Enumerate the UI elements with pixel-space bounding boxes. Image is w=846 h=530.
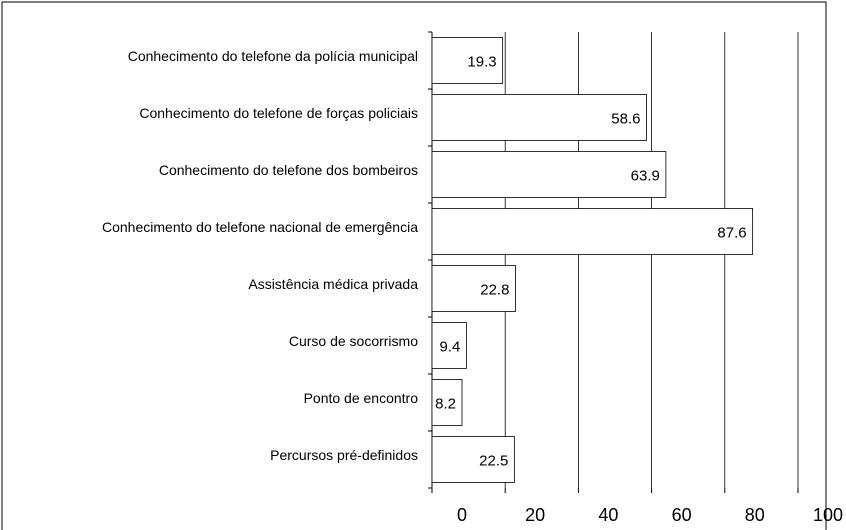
value-label: 58.6 xyxy=(611,110,640,127)
y-tick-label: Conhecimento do telefone nacional de eme… xyxy=(102,219,418,235)
y-tick-label: Conhecimento do telefone de forças polic… xyxy=(139,105,418,121)
value-label: 9.4 xyxy=(440,338,461,355)
x-tick-label: 80 xyxy=(745,505,765,525)
x-tick-label: 40 xyxy=(598,505,618,525)
x-tick-label: 60 xyxy=(672,505,692,525)
y-tick-label: Conhecimento do telefone da polícia muni… xyxy=(128,48,418,64)
value-label: 22.8 xyxy=(480,281,509,298)
bar xyxy=(431,436,515,483)
value-label: 19.3 xyxy=(467,53,496,70)
bar xyxy=(431,208,754,255)
bar xyxy=(431,151,667,198)
bar xyxy=(431,322,467,369)
value-label: 63.9 xyxy=(631,167,660,184)
x-tick-label: 100 xyxy=(813,505,843,525)
y-tick-label: Curso de socorrismo xyxy=(289,333,418,349)
bar xyxy=(431,265,516,312)
value-label: 22.5 xyxy=(479,452,508,469)
y-tick-label: Ponto de encontro xyxy=(304,390,419,406)
value-label: 8.2 xyxy=(435,395,456,412)
x-tick-label: 0 xyxy=(457,505,467,525)
x-tick-label: 20 xyxy=(525,505,545,525)
frame xyxy=(1,1,827,530)
y-tick-label: Percursos pré-definidos xyxy=(270,447,418,463)
bar xyxy=(431,94,647,141)
value-label: 87.6 xyxy=(717,224,746,241)
bar xyxy=(431,379,463,426)
bar xyxy=(431,37,504,84)
y-tick-label: Assistência médica privada xyxy=(248,276,418,292)
y-tick-label: Conhecimento do telefone dos bombeiros xyxy=(159,162,418,178)
